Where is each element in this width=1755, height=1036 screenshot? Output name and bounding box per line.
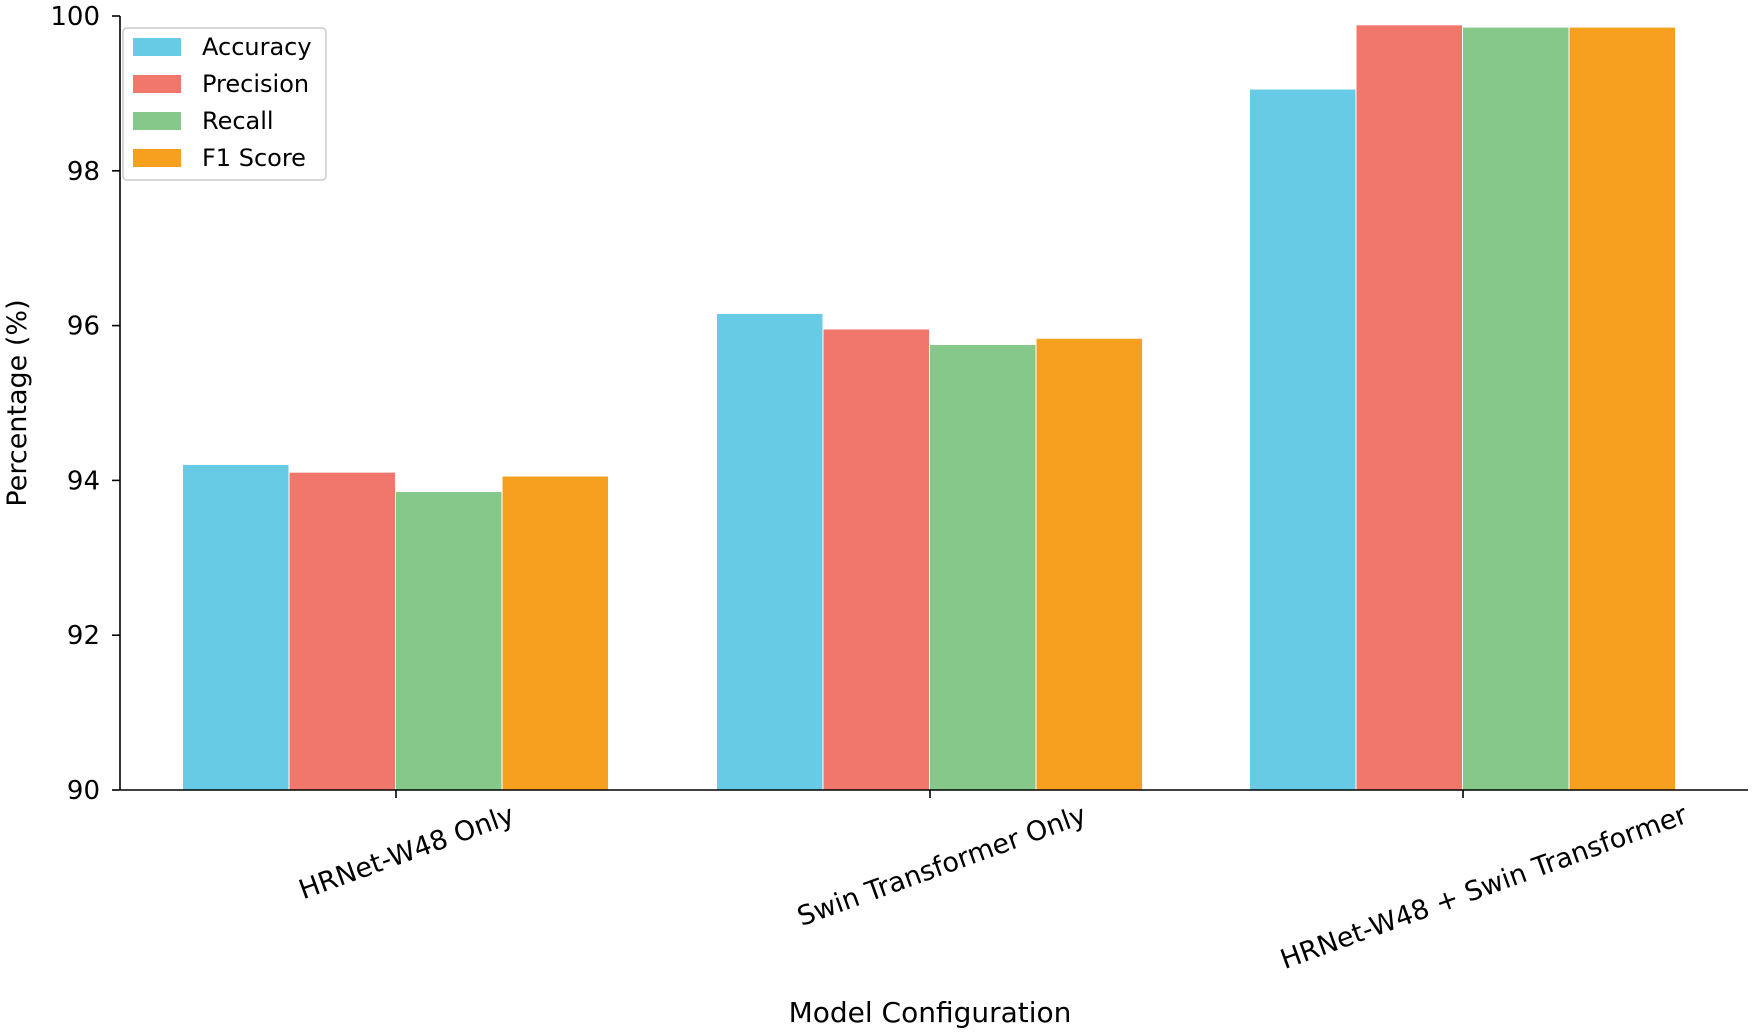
bar-accuracy-hrnet-w48-swin-transformer [1250,89,1356,790]
legend-swatch-f1-score [133,149,181,167]
y-axis-label: Percentage (%) [2,299,33,506]
axes-layer [119,16,1748,791]
legend-label-precision: Precision [202,70,309,98]
y-ticks: 90 92 94 96 98 100 [50,2,120,806]
bar-recall-hrnet-w48-swin-transformer [1463,27,1569,791]
legend-swatch-recall [133,112,181,130]
bar-recall-hrnet-w48-only [396,492,502,790]
bars-layer [183,25,1675,791]
y-tick-label: 100 [50,2,100,32]
x-axis-label: Model Configuration [789,996,1072,1029]
bar-accuracy-swin-transformer-only [717,313,823,790]
bar-precision-swin-transformer-only [823,329,929,790]
bar-recall-swin-transformer-only [930,344,1036,790]
bar-f1-score-hrnet-w48-only [502,476,608,790]
x-tick-label-hrnet-w48-swin-transformer: HRNet-W48 + Swin Transformer [1276,799,1692,976]
bar-f1-score-swin-transformer-only [1036,338,1142,790]
bar-accuracy-hrnet-w48-only [183,464,289,790]
y-tick-label: 90 [67,776,100,806]
y-tick-label: 98 [67,157,100,187]
legend-swatch-accuracy [133,38,181,56]
y-tick-label: 96 [67,312,100,342]
legend-label-recall: Recall [202,107,274,135]
bar-precision-hrnet-w48-swin-transformer [1356,25,1462,790]
legend-label-f1-score: F1 Score [202,144,306,172]
legend-swatch-precision [133,75,181,93]
bar-f1-score-hrnet-w48-swin-transformer [1569,27,1675,791]
y-tick-label: 92 [67,621,100,651]
bar-precision-hrnet-w48-only [289,472,395,790]
legend: Accuracy Precision Recall F1 Score [122,27,327,181]
x-ticks: HRNet-W48 Only Swin Transformer Only HRNet… [295,790,1692,976]
legend-frame [122,27,327,181]
x-tick-label-swin-transformer-only: Swin Transformer Only [793,799,1090,932]
legend-label-accuracy: Accuracy [202,33,312,61]
x-tick-label-hrnet-w48-only: HRNet-W48 Only [295,799,519,906]
y-tick-label: 94 [67,466,100,496]
